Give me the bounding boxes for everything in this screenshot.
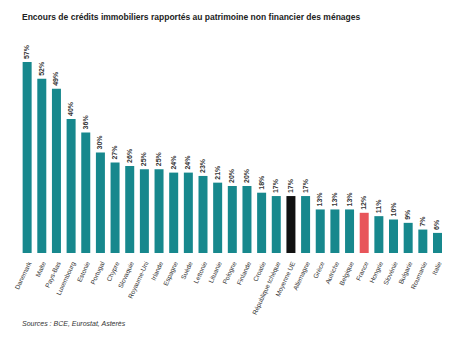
svg-text:Portugal: Portugal <box>89 260 107 286</box>
svg-text:Royaume-Uni: Royaume-Uni <box>127 260 151 299</box>
svg-text:12%: 12% <box>360 195 367 210</box>
svg-text:Luxembourg: Luxembourg <box>55 260 78 296</box>
svg-text:Grèce: Grèce <box>312 260 326 279</box>
svg-text:7%: 7% <box>419 216 426 227</box>
svg-text:Estonie: Estonie <box>76 260 92 283</box>
svg-text:30%: 30% <box>96 135 103 150</box>
svg-text:Finlande: Finlande <box>235 260 252 286</box>
svg-text:Danemark: Danemark <box>13 260 32 291</box>
svg-text:6%: 6% <box>433 219 440 230</box>
svg-text:France: France <box>355 260 370 282</box>
svg-text:21%: 21% <box>214 165 221 180</box>
svg-text:Roumanie: Roumanie <box>409 260 428 290</box>
svg-text:13%: 13% <box>331 192 338 207</box>
svg-text:Pologne: Pologne <box>221 260 238 285</box>
svg-text:Lettonie: Lettonie <box>192 260 208 284</box>
svg-text:17%: 17% <box>302 178 309 193</box>
svg-text:Hongrie: Hongrie <box>368 260 385 284</box>
svg-text:11%: 11% <box>375 199 382 213</box>
svg-text:49%: 49% <box>52 71 59 86</box>
html-text:Encours de crédits immobiliers: Encours de crédits immobiliers rapportés… <box>22 12 361 22</box>
svg-text:27%: 27% <box>111 145 118 160</box>
svg-text:Slovénie: Slovénie <box>381 260 399 286</box>
svg-text:24%: 24% <box>170 155 177 170</box>
svg-text:52%: 52% <box>38 61 45 76</box>
svg-text:Lituanie: Lituanie <box>207 260 223 284</box>
svg-text:13%: 13% <box>316 192 323 207</box>
svg-text:17%: 17% <box>272 178 279 193</box>
svg-text:10%: 10% <box>390 202 397 217</box>
svg-text:Chypre: Chypre <box>105 260 121 283</box>
svg-text:24%: 24% <box>184 155 191 170</box>
svg-text:Autriche: Autriche <box>323 260 341 285</box>
svg-text:13%: 13% <box>346 192 353 207</box>
svg-text:17%: 17% <box>287 178 294 193</box>
svg-text:9%: 9% <box>404 209 411 220</box>
svg-text:26%: 26% <box>126 148 133 163</box>
svg-text:Espagne: Espagne <box>162 260 180 287</box>
svg-text:Pays-Bas: Pays-Bas <box>43 260 62 289</box>
svg-text:25%: 25% <box>155 151 162 166</box>
svg-text:36%: 36% <box>82 115 89 130</box>
svg-text:Croatie: Croatie <box>252 260 267 282</box>
svg-text:20%: 20% <box>243 168 250 183</box>
svg-text:20%: 20% <box>228 168 235 183</box>
svg-text:Belgique: Belgique <box>338 260 356 287</box>
svg-text:Irlande: Irlande <box>150 260 165 281</box>
svg-text:Bulgarie: Bulgarie <box>397 260 414 285</box>
svg-text:23%: 23% <box>199 158 206 173</box>
svg-text:18%: 18% <box>258 175 265 190</box>
svg-text:40%: 40% <box>67 101 74 116</box>
svg-text:Italie: Italie <box>431 260 443 276</box>
svg-text:25%: 25% <box>140 151 147 166</box>
svg-text:Suède: Suède <box>179 260 193 280</box>
svg-text:Slovaquie: Slovaquie <box>116 260 135 290</box>
svg-text:Malte: Malte <box>34 260 47 278</box>
svg-text:57%: 57% <box>23 44 30 59</box>
svg-text:Moyenne UE: Moyenne UE <box>274 260 297 298</box>
svg-text:Allemagne: Allemagne <box>292 260 312 292</box>
html-text:Sources : BCE, Eurostat, Aster: Sources : BCE, Eurostat, Asterès <box>22 320 126 327</box>
